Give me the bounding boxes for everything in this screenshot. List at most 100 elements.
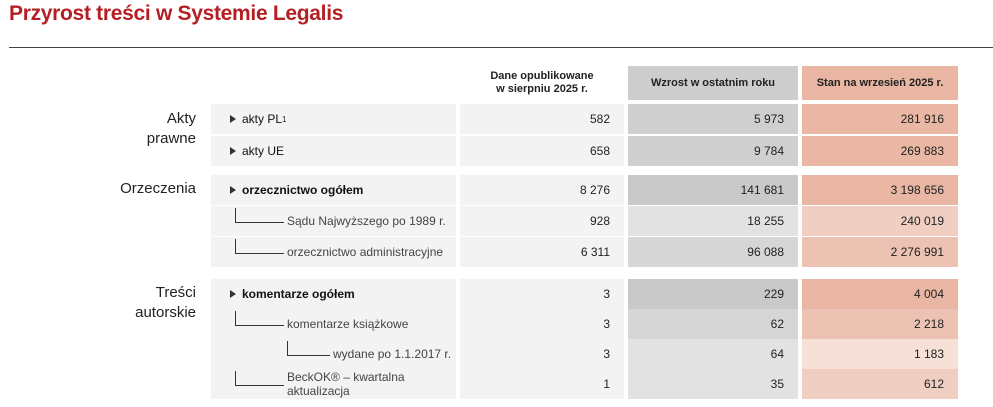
published-cell: 3	[460, 279, 624, 309]
row-label: wydane po 1.1.2017 r.	[333, 347, 452, 361]
state-cell: 4 004	[802, 279, 958, 309]
tree-connector	[235, 208, 284, 223]
row-label: orzecznictwo ogółem	[242, 183, 364, 197]
growth-cell: 141 681	[628, 175, 798, 205]
growth-cell: 35	[628, 369, 798, 399]
growth-value: 18 255	[747, 214, 784, 228]
growth-value: 9 784	[753, 144, 784, 158]
state-cell: 240 019	[802, 206, 958, 236]
row-label: Sądu Najwyższego po 1989 r.	[287, 214, 446, 228]
table-row: wydane po 1.1.2017 r. 3 64 1 183	[211, 339, 958, 369]
state-cell: 612	[802, 369, 958, 399]
table-row: BeckOK® – kwartalna aktualizacja 1 35 61…	[211, 369, 958, 399]
state-value: 240 019	[900, 214, 944, 228]
row-label-cell: komentarze ogółem	[211, 279, 456, 309]
published-cell: 3	[460, 309, 624, 339]
state-value: 281 916	[900, 112, 944, 126]
row-label-cell: orzecznictwo ogółem	[211, 175, 456, 205]
column-header-published: Dane opublikowane w sierpniu 2025 r.	[460, 66, 624, 100]
row-label: BeckOK® – kwartalna aktualizacja	[287, 370, 405, 398]
published-value: 928	[589, 214, 610, 228]
tree-connector	[235, 371, 284, 386]
section-label-acts: Akty prawne	[146, 110, 196, 147]
tree-connector	[287, 341, 330, 356]
published-value: 1	[603, 377, 610, 391]
footnote-marker: 1	[282, 114, 287, 124]
published-cell: 8 276	[460, 175, 624, 205]
table-row: orzecznictwo administracyjne 6 311 96 08…	[211, 237, 958, 267]
growth-cell: 5 973	[628, 104, 798, 134]
row-label-cell: akty PL 1	[211, 104, 456, 134]
state-cell: 2 218	[802, 309, 958, 339]
published-value: 582	[589, 112, 610, 126]
state-value: 2 276 991	[890, 245, 944, 259]
state-cell: 269 883	[802, 136, 958, 166]
triangle-right-icon	[230, 290, 236, 298]
growth-cell: 64	[628, 339, 798, 369]
triangle-right-icon	[230, 147, 236, 155]
growth-cell: 96 088	[628, 237, 798, 267]
row-label-cell: BeckOK® – kwartalna aktualizacja	[211, 369, 456, 399]
row-label: akty UE	[242, 144, 285, 158]
row-label: akty PL	[242, 112, 283, 126]
state-value: 3 198 656	[890, 183, 944, 197]
growth-cell: 18 255	[628, 206, 798, 236]
growth-value: 35	[770, 377, 784, 391]
published-cell: 6 311	[460, 237, 624, 267]
column-header-growth: Wzrost w ostatnim roku	[628, 66, 798, 100]
state-cell: 1 183	[802, 339, 958, 369]
row-label-cell: akty UE	[211, 136, 456, 166]
table-row: komentarze ogółem 3 229 4 004	[211, 279, 958, 309]
state-cell: 281 916	[802, 104, 958, 134]
column-header-state: Stan na wrzesień 2025 r.	[802, 66, 958, 100]
column-header-state-label: Stan na wrzesień 2025 r.	[816, 76, 944, 89]
row-label-cell: Sądu Najwyższego po 1989 r.	[211, 206, 456, 236]
title-rule	[9, 47, 993, 48]
growth-value: 5 973	[753, 112, 784, 126]
section-label-rulings: Orzeczenia	[120, 180, 196, 197]
published-value: 3	[603, 317, 610, 331]
row-label: orzecznictwo administracyjne	[287, 245, 444, 259]
table-row: akty PL 1 582 5 973 281 916	[211, 104, 958, 134]
growth-value: 96 088	[747, 245, 784, 259]
state-value: 269 883	[900, 144, 944, 158]
row-label-cell: wydane po 1.1.2017 r.	[211, 339, 456, 369]
growth-cell: 229	[628, 279, 798, 309]
table-row: Sądu Najwyższego po 1989 r. 928 18 255 2…	[211, 206, 958, 236]
row-label: komentarze książkowe	[287, 317, 409, 331]
published-value: 3	[603, 347, 610, 361]
growth-cell: 62	[628, 309, 798, 339]
row-label-cell: orzecznictwo administracyjne	[211, 237, 456, 267]
section-label-authored: Treści autorskie	[135, 284, 196, 321]
row-label-cell: komentarze książkowe	[211, 309, 456, 339]
growth-cell: 9 784	[628, 136, 798, 166]
state-cell: 3 198 656	[802, 175, 958, 205]
state-value: 612	[923, 377, 944, 391]
growth-value: 141 681	[740, 183, 784, 197]
state-cell: 2 276 991	[802, 237, 958, 267]
column-header-growth-label: Wzrost w ostatnim roku	[650, 76, 776, 89]
column-header-published-label: Dane opublikowane w sierpniu 2025 r.	[490, 70, 594, 95]
published-value: 658	[589, 144, 610, 158]
growth-value: 229	[763, 287, 784, 301]
triangle-right-icon	[230, 115, 236, 123]
published-value: 8 276	[579, 183, 610, 197]
published-cell: 3	[460, 339, 624, 369]
growth-value: 62	[770, 317, 784, 331]
published-cell: 1	[460, 369, 624, 399]
state-value: 4 004	[913, 287, 944, 301]
table-row: komentarze książkowe 3 62 2 218	[211, 309, 958, 339]
state-value: 2 218	[913, 317, 944, 331]
table-row: akty UE 658 9 784 269 883	[211, 136, 958, 166]
growth-value: 64	[770, 347, 784, 361]
published-cell: 582	[460, 104, 624, 134]
state-value: 1 183	[913, 347, 944, 361]
published-value: 6 311	[580, 245, 610, 259]
published-cell: 928	[460, 206, 624, 236]
published-value: 3	[603, 287, 610, 301]
published-cell: 658	[460, 136, 624, 166]
page-title: Przyrost treści w Systemie Legalis	[9, 2, 344, 25]
tree-connector	[235, 239, 284, 254]
table-row: orzecznictwo ogółem 8 276 141 681 3 198 …	[211, 175, 958, 205]
tree-connector	[235, 311, 284, 326]
